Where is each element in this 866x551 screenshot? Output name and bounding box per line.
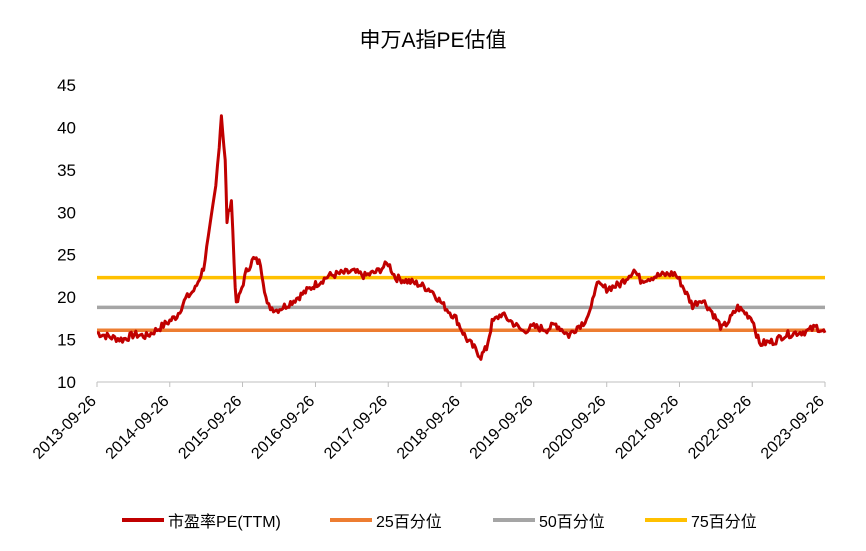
x-tick-label: 2016-09-26 (248, 393, 318, 463)
legend-item: 50百分位 (493, 508, 605, 532)
pe-series-line (96, 114, 827, 361)
y-tick-label: 20 (57, 288, 76, 307)
legend-swatch (493, 518, 535, 522)
y-tick-label: 35 (57, 161, 76, 180)
chart-title: 申万A指PE估值 (359, 29, 507, 52)
x-tick-label: 2019-09-26 (467, 393, 537, 463)
legend-label: 50百分位 (539, 514, 605, 531)
legend-label: 75百分位 (691, 514, 757, 531)
legend-swatch (122, 518, 164, 522)
legend-swatch (330, 518, 372, 522)
legend: 市盈率PE(TTM) 25百分位 50百分位 75百分位 (0, 508, 866, 532)
y-tick-label: 25 (57, 246, 76, 265)
x-axis: 2013-09-26 2014-09-26 2015-09-26 2016-09-26… (30, 381, 828, 463)
x-tick-label: 2021-09-26 (612, 393, 682, 463)
legend-swatch (645, 518, 687, 522)
x-tick-label: 2013-09-26 (30, 393, 100, 463)
x-tick-label: 2014-09-26 (103, 393, 173, 463)
legend-item: 25百分位 (330, 508, 442, 532)
y-tick-label: 15 (57, 331, 76, 350)
x-tick-label: 2017-09-26 (321, 393, 391, 463)
y-axis: 10 15 20 25 30 35 40 45 (57, 76, 76, 392)
plot-area (96, 114, 827, 361)
x-tick-label: 2022-09-26 (685, 393, 755, 463)
y-tick-label: 40 (57, 118, 76, 137)
x-tick-label: 2015-09-26 (175, 393, 245, 463)
x-tick-label: 2020-09-26 (540, 393, 610, 463)
y-tick-label: 30 (57, 203, 76, 222)
legend-label: 市盈率PE(TTM) (168, 514, 281, 531)
y-tick-label: 10 (57, 373, 76, 392)
legend-item: 市盈率PE(TTM) (122, 508, 281, 532)
legend-item: 75百分位 (645, 508, 757, 532)
y-tick-label: 45 (57, 76, 76, 95)
legend-label: 25百分位 (376, 514, 442, 531)
x-tick-label: 2023-09-26 (758, 393, 828, 463)
x-tick-label: 2018-09-26 (394, 393, 464, 463)
